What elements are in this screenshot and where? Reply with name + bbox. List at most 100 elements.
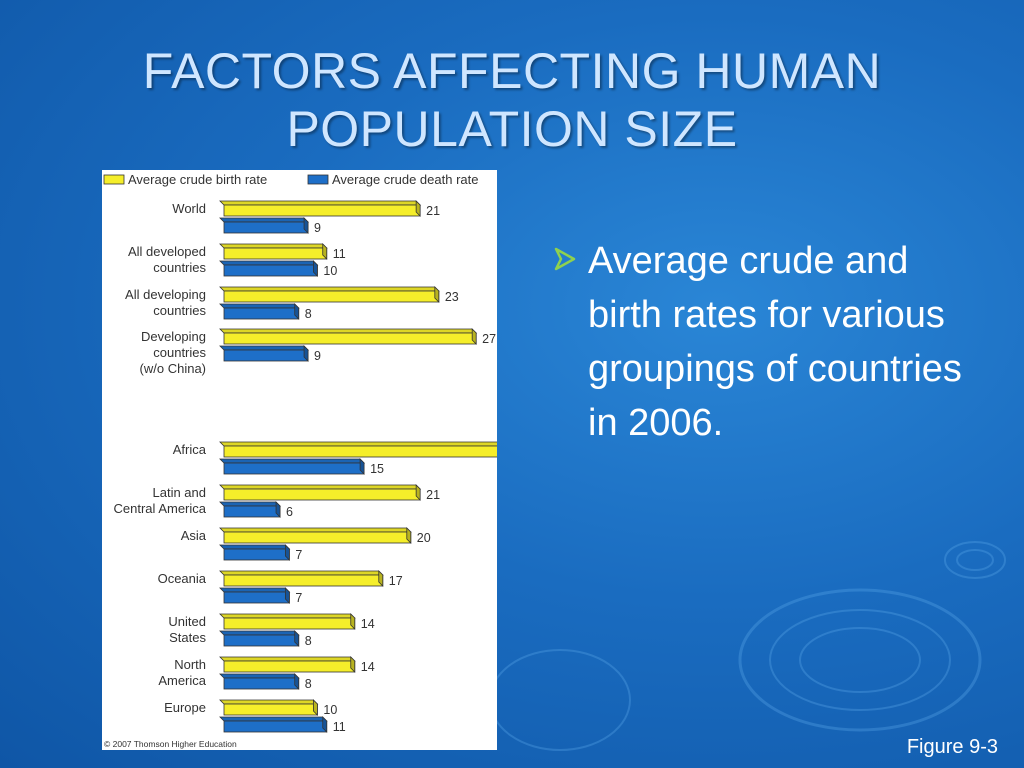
bar-birth-europe-value: 10 <box>323 703 337 717</box>
bar-death-africa-top <box>219 458 366 464</box>
category-label-developing-countries-w-o-china-1: Developing <box>141 329 206 344</box>
bar-death-united-states-end <box>294 630 300 647</box>
bar-birth-north-america-top <box>219 656 356 662</box>
bar-death-europe-end <box>322 716 328 733</box>
bar-death-africa-end <box>359 458 365 475</box>
bar-death-europe <box>223 720 328 733</box>
bar-birth-latin-and-central-america-end <box>415 484 421 501</box>
bar-birth-world-top <box>219 200 422 206</box>
bar-birth-all-developing-countries <box>223 290 440 303</box>
bar-death-latin-and-central-america <box>223 505 281 518</box>
category-label-europe-1: Europe <box>164 700 206 715</box>
legend-label-death: Average crude death rate <box>332 172 478 187</box>
category-label-all-developed-countries-2: countries <box>153 260 206 275</box>
bar-death-africa <box>223 462 365 475</box>
bar-death-oceania-top <box>219 587 291 593</box>
bar-birth-developing-countries-w-o-china <box>223 332 477 345</box>
legend-swatch-birth <box>103 174 125 185</box>
bar-death-asia <box>223 548 290 561</box>
bar-death-world-end <box>303 217 309 234</box>
category-label-united-states-2: States <box>169 630 206 645</box>
category-label-north-america-2: America <box>158 673 206 688</box>
bar-chart: Average crude birth rate Average crude de… <box>103 172 497 749</box>
bar-birth-oceania-top <box>219 570 384 576</box>
category-label-all-developing-countries-1: All developing <box>125 287 206 302</box>
bar-birth-all-developed-countries <box>223 247 328 260</box>
bar-death-north-america-value: 8 <box>305 677 312 691</box>
bar-birth-all-developed-countries-value: 11 <box>333 247 346 261</box>
bar-death-oceania-end <box>284 587 290 604</box>
bar-death-north-america-top <box>219 673 300 679</box>
bar-death-developing-countries-w-o-china <box>223 349 309 362</box>
bar-death-world-top <box>219 217 310 223</box>
category-label-north-america-1: North <box>174 657 206 672</box>
category-label-latin-and-central-america-2: Central America <box>114 501 207 516</box>
bar-death-latin-and-central-america-end <box>275 501 281 518</box>
bar-death-all-developed-countries-value: 10 <box>323 264 337 278</box>
bar-birth-oceania-value: 17 <box>389 574 403 588</box>
bar-birth-latin-and-central-america <box>223 488 421 501</box>
category-label-latin-and-central-america-1: Latin and <box>153 485 207 500</box>
bar-death-world <box>223 221 309 234</box>
figure-label: Figure 9-3 <box>906 736 998 758</box>
bar-birth-asia-end <box>406 527 412 544</box>
bar-death-europe-value: 11 <box>333 720 346 734</box>
category-label-all-developing-countries-2: countries <box>153 303 206 318</box>
bar-death-developing-countries-w-o-china-top <box>219 345 310 351</box>
slide-title: FACTORS AFFECTING HUMAN POPULATION SIZE <box>40 42 984 158</box>
bar-death-all-developing-countries-value: 8 <box>305 307 312 321</box>
bar-birth-united-states-end <box>350 613 356 630</box>
bar-death-united-states-top <box>219 630 300 636</box>
bar-birth-all-developed-countries-top <box>219 243 328 249</box>
bar-death-all-developed-countries <box>223 264 318 277</box>
copyright-text: © 2007 Thomson Higher Education <box>104 739 237 749</box>
category-label-all-developed-countries-1: All developed <box>128 244 206 259</box>
bar-birth-north-america <box>223 660 356 673</box>
bar-birth-developing-countries-w-o-china-value: 27 <box>482 332 496 346</box>
bar-birth-north-america-end <box>350 656 356 673</box>
bar-birth-developing-countries-w-o-china-top <box>219 328 478 334</box>
bar-death-united-states-value: 8 <box>305 634 312 648</box>
bar-death-all-developing-countries <box>223 307 300 320</box>
bullet-text: Average crude and birth rates for variou… <box>588 240 962 444</box>
bar-death-united-states <box>223 634 300 647</box>
bar-birth-oceania-end <box>378 570 384 587</box>
bar-birth-europe-top <box>219 699 319 705</box>
bar-birth-all-developing-countries-top <box>219 286 440 292</box>
bar-death-all-developed-countries-top <box>219 260 319 266</box>
bar-death-oceania <box>223 591 290 604</box>
category-label-world-1: World <box>172 201 206 216</box>
bar-birth-all-developing-countries-end <box>434 286 440 303</box>
bar-birth-europe <box>223 703 318 716</box>
bar-death-asia-top <box>219 544 291 550</box>
bar-birth-europe-end <box>312 699 318 716</box>
legend-label-birth: Average crude birth rate <box>128 172 267 187</box>
legend-swatch-death <box>307 174 329 185</box>
chart-panel: Average crude birth rate Average crude de… <box>102 170 497 750</box>
bar-death-asia-end <box>284 544 290 561</box>
category-label-developing-countries-w-o-china-3: (w/o China) <box>140 361 206 376</box>
bar-birth-asia-top <box>219 527 412 533</box>
bar-death-north-america-end <box>294 673 300 690</box>
category-label-developing-countries-w-o-china-2: countries <box>153 345 206 360</box>
bar-birth-latin-and-central-america-top <box>219 484 422 490</box>
category-label-united-states-1: United <box>168 614 206 629</box>
bar-birth-world-value: 21 <box>426 204 440 218</box>
category-label-oceania-1: Oceania <box>158 571 207 586</box>
bar-birth-africa <box>223 445 497 458</box>
bar-birth-united-states-top <box>219 613 356 619</box>
bar-birth-developing-countries-w-o-china-end <box>471 328 477 345</box>
bar-birth-north-america-value: 14 <box>361 660 375 674</box>
bar-birth-latin-and-central-america-value: 21 <box>426 488 440 502</box>
arrow-bullet-icon <box>554 247 576 271</box>
bar-death-europe-top <box>219 716 328 722</box>
bar-death-africa-value: 15 <box>370 462 384 476</box>
bullet-point: Average crude and birth rates for variou… <box>552 234 992 450</box>
bar-death-developing-countries-w-o-china-end <box>303 345 309 362</box>
bar-birth-africa-top <box>219 441 497 447</box>
bar-death-developing-countries-w-o-china-value: 9 <box>314 349 321 363</box>
bar-birth-asia-value: 20 <box>417 531 431 545</box>
title-line-1: FACTORS AFFECTING HUMAN <box>142 43 882 99</box>
bar-birth-united-states-value: 14 <box>361 617 375 631</box>
